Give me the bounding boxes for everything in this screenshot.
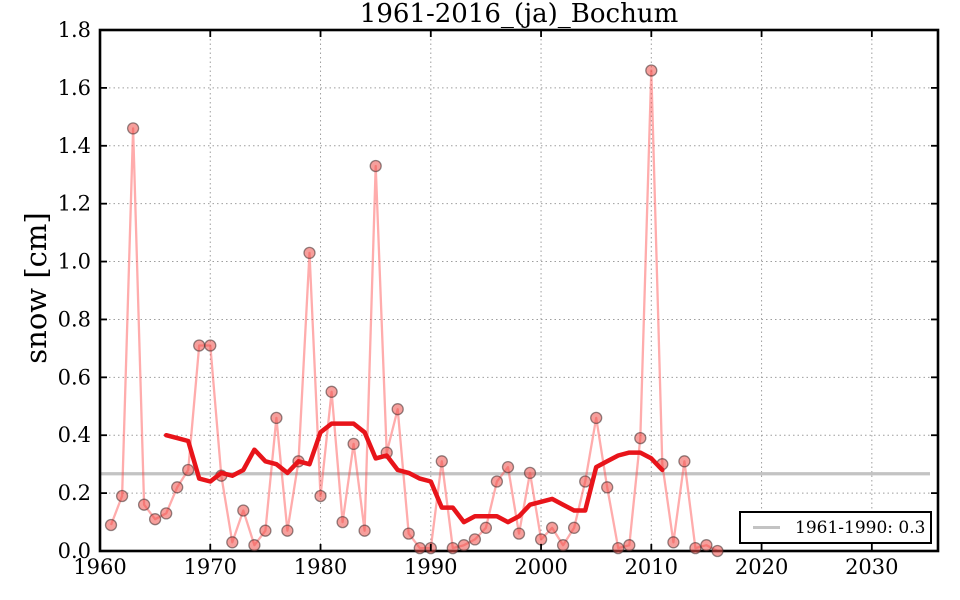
y-tick-label: 0.4 bbox=[58, 423, 91, 447]
data-point bbox=[446, 541, 459, 555]
annual-markers bbox=[104, 64, 724, 558]
legend-swatch-line bbox=[753, 525, 780, 530]
legend-label: 1961-1990: 0.3 bbox=[795, 517, 926, 538]
data-point bbox=[545, 521, 559, 534]
data-point bbox=[115, 489, 129, 503]
trend-line bbox=[163, 421, 665, 525]
data-point bbox=[391, 403, 404, 416]
legend: 1961-1990: 0.3 bbox=[739, 511, 932, 544]
tick-labels: 1960 1970 1980 1990 2000 2010 2020 2030 0.0 0.2 0.… bbox=[58, 18, 899, 579]
data-point bbox=[270, 411, 283, 425]
data-point bbox=[667, 536, 680, 549]
data-point bbox=[512, 527, 526, 540]
data-point bbox=[369, 159, 382, 173]
data-point bbox=[325, 385, 338, 398]
data-point bbox=[501, 460, 515, 474]
data-point bbox=[645, 64, 658, 77]
tick-marks bbox=[99, 29, 938, 552]
data-point bbox=[700, 539, 713, 552]
data-point bbox=[182, 463, 195, 477]
y-tick-label: 1.0 bbox=[58, 250, 91, 274]
y-tick-label: 0.0 bbox=[58, 539, 91, 563]
data-point bbox=[634, 431, 647, 445]
y-tick-label: 1.6 bbox=[58, 76, 91, 100]
x-tick-label: 1990 bbox=[404, 555, 457, 579]
data-point bbox=[590, 411, 603, 425]
y-tick-label: 0.8 bbox=[58, 307, 91, 331]
data-point bbox=[612, 541, 625, 555]
data-point bbox=[523, 466, 537, 480]
data-point bbox=[137, 498, 151, 511]
data-point bbox=[534, 533, 548, 546]
x-tick-label: 2000 bbox=[514, 555, 567, 579]
axes-frame bbox=[98, 28, 940, 553]
data-point bbox=[457, 539, 471, 552]
data-point bbox=[303, 246, 316, 260]
y-tick-label: 1.2 bbox=[58, 192, 91, 216]
data-point bbox=[226, 536, 239, 549]
data-point bbox=[104, 518, 118, 532]
annual-line bbox=[109, 69, 719, 553]
x-tick-label: 2010 bbox=[625, 555, 678, 579]
data-point bbox=[314, 489, 327, 503]
y-tick-label: 0.2 bbox=[58, 481, 91, 505]
chart-title: 1961-2016_(ja)_Bochum bbox=[359, 0, 679, 29]
data-point bbox=[678, 455, 691, 468]
x-tick-label: 1970 bbox=[184, 555, 237, 579]
data-point bbox=[237, 504, 250, 517]
data-point bbox=[689, 541, 702, 555]
y-tick-label: 0.6 bbox=[58, 365, 91, 389]
x-tick-label: 2030 bbox=[845, 555, 898, 579]
data-point bbox=[413, 541, 426, 555]
data-point bbox=[567, 521, 581, 534]
x-tick-label: 1980 bbox=[294, 555, 347, 579]
y-tick-label: 1.4 bbox=[58, 134, 91, 158]
data-point bbox=[579, 475, 592, 488]
data-point bbox=[160, 507, 173, 520]
data-point bbox=[435, 455, 448, 468]
data-point bbox=[336, 515, 349, 529]
data-point bbox=[490, 475, 504, 488]
data-point bbox=[126, 122, 140, 135]
data-point bbox=[193, 339, 206, 352]
data-point bbox=[259, 524, 272, 537]
data-point bbox=[171, 481, 184, 494]
data-point bbox=[148, 513, 162, 526]
y-tick-label: 1.8 bbox=[58, 18, 91, 42]
data-point bbox=[402, 527, 415, 540]
data-point bbox=[204, 339, 217, 352]
grid bbox=[100, 30, 938, 551]
data-point bbox=[479, 521, 493, 534]
data-point bbox=[556, 539, 570, 552]
x-tick-label: 1960 bbox=[73, 555, 126, 579]
data-point bbox=[358, 524, 371, 537]
data-point bbox=[248, 539, 261, 552]
data-point bbox=[468, 533, 482, 546]
data-point bbox=[623, 539, 636, 552]
data-point bbox=[281, 524, 294, 537]
data-point bbox=[601, 481, 614, 494]
data-point bbox=[711, 544, 724, 558]
data-point bbox=[347, 437, 360, 451]
x-tick-label: 2020 bbox=[735, 555, 788, 579]
